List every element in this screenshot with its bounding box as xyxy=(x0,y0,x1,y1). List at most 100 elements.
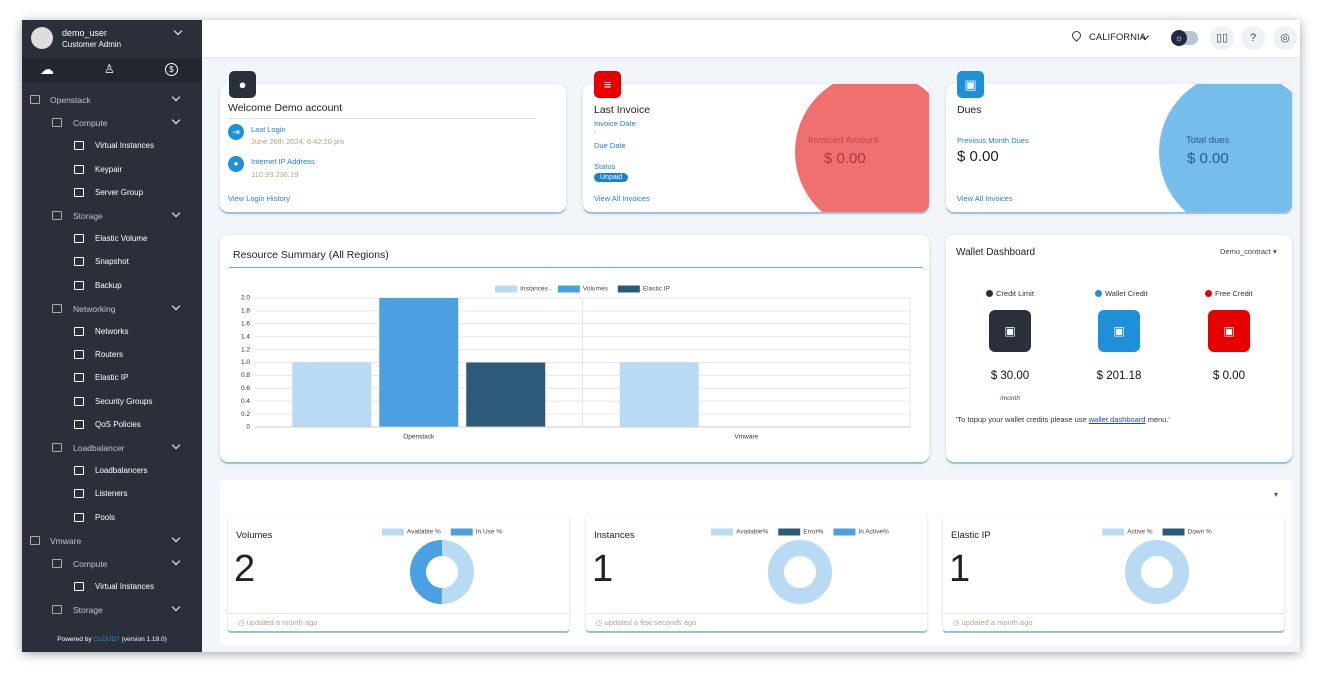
menu-item[interactable]: Loadbalancers xyxy=(95,466,148,476)
dues-invoices-link[interactable]: View All Invoices xyxy=(957,194,1013,203)
menu-icon xyxy=(74,582,84,592)
footer-divider xyxy=(586,613,927,614)
menu-item[interactable]: Backup xyxy=(95,280,122,290)
card-title: Elastic IP xyxy=(951,530,991,541)
legend-dot xyxy=(1095,290,1102,297)
tab-billing[interactable]: $ xyxy=(165,63,178,76)
y-tick-label: 0.2 xyxy=(241,411,250,418)
ip-icon: ● xyxy=(228,156,244,172)
menu-item[interactable]: Elastic Volume xyxy=(95,234,148,244)
donut-slice xyxy=(1125,540,1189,604)
due-date-label: Due Date xyxy=(594,141,626,150)
bar xyxy=(619,362,699,427)
y-tick-label: 1.6 xyxy=(241,321,250,328)
menu-item[interactable]: Vmware xyxy=(50,535,82,546)
menu-item[interactable]: Openstack xyxy=(50,95,91,105)
welcome-title: Welcome Demo account xyxy=(228,102,343,114)
region-select[interactable]: CALIFORNIA xyxy=(1089,32,1147,43)
sidebar-footer: Powered by CLOUD7 (version 1.19.0) xyxy=(22,636,202,652)
theme-toggle[interactable]: ☼ xyxy=(1171,30,1198,46)
menu-item[interactable]: Snapshot xyxy=(95,257,129,267)
wallet-icon: ▣ xyxy=(989,310,1031,352)
invoice-title: Last Invoice xyxy=(594,104,651,116)
note-end: menu.' xyxy=(1147,415,1170,424)
tab-user[interactable]: ♙ xyxy=(104,62,115,76)
language-button[interactable]: ◎ xyxy=(1273,26,1297,50)
docs-button[interactable]: ▯▯ xyxy=(1210,26,1234,50)
wallet-icon: ▣ xyxy=(1098,310,1140,352)
note-start: 'To topup your wallet credits please use xyxy=(956,415,1087,424)
legend-label: Down % xyxy=(1188,529,1212,536)
avatar[interactable] xyxy=(31,27,53,49)
menu-item[interactable]: Virtual Instances xyxy=(95,582,154,592)
menu-icon xyxy=(52,605,62,615)
menu-item[interactable]: Compute xyxy=(73,118,108,129)
legend-dot xyxy=(1205,290,1212,297)
menu-icon xyxy=(74,466,84,476)
menu-item[interactable]: Virtual Instances xyxy=(95,141,154,151)
last-login: June 26th 2024, 6:42:20 pm xyxy=(251,137,345,146)
panel-caret[interactable]: ▾ xyxy=(1274,490,1279,499)
menu-icon xyxy=(74,234,84,244)
menu-item[interactable]: Server Group xyxy=(95,187,144,197)
legend-label: Available % xyxy=(407,529,441,536)
updated-note: ◷ updated a few seconds ago xyxy=(596,618,696,627)
clock-icon: ◷ xyxy=(953,618,962,627)
invoice-circle xyxy=(795,84,929,212)
legend-swatch xyxy=(833,528,856,536)
invoice-date-label: Invoice Date xyxy=(594,119,636,128)
resource-count-card: Elastic IP 1 ◷ updated a month ago Active %… xyxy=(943,515,1284,631)
login-history-link[interactable]: View Login History xyxy=(228,194,290,203)
user-name: demo_user xyxy=(62,28,108,38)
note-link[interactable]: wallet dashboard xyxy=(1088,415,1146,424)
y-tick-label: 0.6 xyxy=(241,385,250,392)
footer-brand[interactable]: CLOUD7 xyxy=(93,636,120,643)
legend: Available% Error% In Active% xyxy=(711,528,889,536)
menu-item[interactable]: Pools xyxy=(95,512,116,522)
wallet-amount: $ 30.00 xyxy=(990,370,1030,382)
invoice-card: ≡ Last Invoice Invoice Date - Due Date S… xyxy=(583,71,929,212)
menu-icon xyxy=(74,489,84,499)
menu-item[interactable]: Routers xyxy=(95,350,124,360)
legend-label: Active % xyxy=(1127,529,1153,536)
contract-select[interactable]: Demo_contract ▾ xyxy=(1220,247,1277,256)
wallet-label: Credit Limit xyxy=(996,289,1034,298)
updated-note: ◷ updated a month ago xyxy=(238,618,318,627)
help-button[interactable]: ? xyxy=(1241,26,1265,50)
resource-title: Resource Summary (All Regions) xyxy=(233,249,389,261)
tab-cloud[interactable]: ☁ xyxy=(40,61,54,77)
legend-swatch xyxy=(381,528,404,536)
menu-icon xyxy=(74,350,84,360)
menu-icon xyxy=(30,535,40,545)
menu-item[interactable]: Keypair xyxy=(95,164,123,174)
status-badge: Unpaid xyxy=(594,173,629,182)
footer-version: (version 1.19.0) xyxy=(121,636,167,643)
wallet-amount: $ 0.00 xyxy=(1213,370,1245,382)
legend-swatch xyxy=(1102,528,1125,536)
updated-note: ◷ updated a month ago xyxy=(953,618,1033,627)
menu-item[interactable]: Listeners xyxy=(95,489,128,499)
menu-item[interactable]: Compute xyxy=(73,559,108,569)
menu-item[interactable]: Loadbalancer xyxy=(73,443,125,453)
user-menu-caret[interactable] xyxy=(173,26,183,36)
menu-item[interactable]: Storage xyxy=(73,605,103,616)
footer-divider xyxy=(943,613,1284,614)
menu-icon xyxy=(30,95,40,104)
menu-icon xyxy=(74,280,84,290)
menu-icon xyxy=(52,443,62,452)
menu-item[interactable]: Storage xyxy=(73,211,103,221)
wallet-note: /month xyxy=(1000,395,1020,402)
invoices-link[interactable]: View All Invoices xyxy=(594,194,650,203)
wallet-title: Wallet Dashboard xyxy=(956,247,1036,258)
menu-item[interactable]: Networks xyxy=(95,327,129,336)
legend: Available % In Use % xyxy=(381,528,502,536)
menu-item[interactable]: Security Groups xyxy=(95,396,153,406)
clock-icon: ◷ xyxy=(238,618,247,627)
menu-item[interactable]: Networking xyxy=(73,303,116,314)
bar xyxy=(292,362,372,427)
wallet-card: Wallet Dashboard Demo_contract ▾ 'To top… xyxy=(946,235,1292,462)
wallet-label: Wallet Credit xyxy=(1105,289,1148,298)
menu-item[interactable]: QoS Policies xyxy=(95,419,141,429)
menu-icon xyxy=(74,373,84,383)
menu-item[interactable]: Elastic IP xyxy=(95,373,129,383)
